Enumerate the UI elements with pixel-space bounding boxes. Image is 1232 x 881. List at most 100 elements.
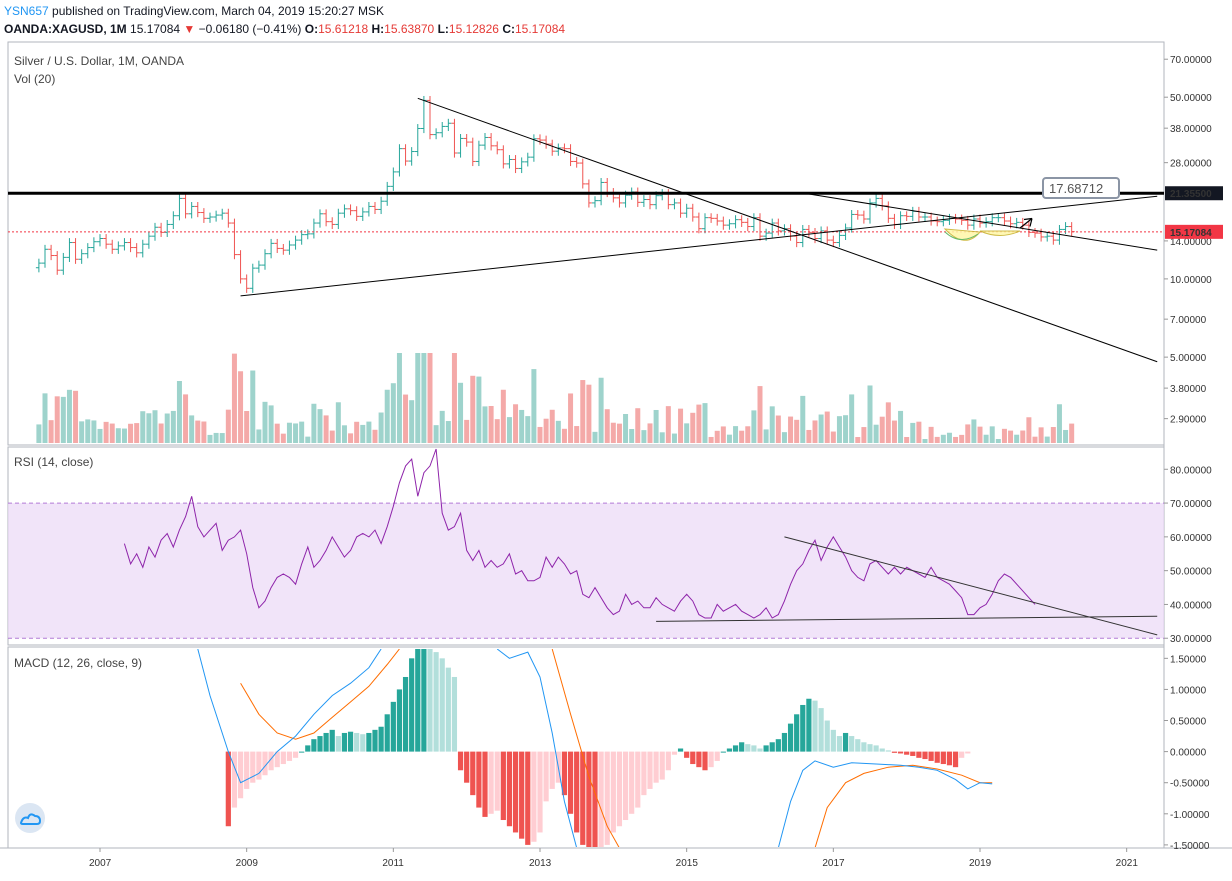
volume-bar bbox=[971, 419, 977, 443]
price-tick-label: 28.00000 bbox=[1170, 159, 1212, 170]
volume-bar bbox=[898, 410, 904, 443]
volume-bar bbox=[176, 381, 182, 443]
price-pane-title: Silver / U.S. Dollar, 1M, OANDA bbox=[14, 54, 184, 68]
volume-bar bbox=[513, 404, 519, 443]
macd-histogram-bar bbox=[763, 745, 769, 752]
ohlc-bar bbox=[164, 220, 171, 237]
volume-bar bbox=[940, 434, 946, 443]
volume-bar bbox=[849, 394, 855, 443]
volume-bar bbox=[769, 406, 775, 443]
macd-histogram-bar bbox=[873, 745, 879, 752]
volume-bar bbox=[671, 433, 677, 443]
volume-bar bbox=[794, 419, 800, 443]
tradingview-logo-icon bbox=[15, 803, 45, 833]
volume-bar bbox=[274, 423, 280, 443]
ohlc-bar bbox=[592, 196, 598, 208]
ohlc-bar bbox=[280, 243, 287, 255]
ohlc-bar bbox=[1032, 227, 1038, 238]
ohlc-bar bbox=[262, 249, 268, 270]
volume-bar bbox=[806, 429, 812, 443]
macd-histogram-bar bbox=[292, 751, 299, 758]
macd-histogram-bar bbox=[842, 732, 849, 752]
ohlc-bar bbox=[909, 206, 916, 221]
volume-bar bbox=[170, 410, 176, 443]
ohlc-bar bbox=[970, 214, 977, 230]
volume-bar bbox=[97, 428, 103, 443]
volume-bar bbox=[934, 436, 940, 443]
volume-bar bbox=[79, 421, 85, 443]
volume-bar bbox=[1069, 423, 1075, 443]
volume-bar bbox=[378, 412, 384, 443]
ohlc-bar bbox=[494, 141, 501, 155]
macd-histogram-bar bbox=[433, 652, 439, 752]
ohlc-bar bbox=[445, 118, 452, 132]
ohlc-bar bbox=[518, 157, 525, 174]
time-axis[interactable]: 2007 2009 2011 2013 2015 2017 2019 2021 bbox=[15, 803, 1138, 869]
price-tick-label: 3.80000 bbox=[1170, 384, 1207, 395]
ohlc-bar bbox=[139, 239, 146, 258]
ohlc-bar bbox=[897, 211, 904, 230]
macd-histogram-bar bbox=[366, 732, 372, 752]
macd-histogram-bar bbox=[861, 742, 867, 752]
volume-bar bbox=[726, 434, 732, 443]
ohlc-bar bbox=[237, 250, 244, 284]
macd-histogram-bar bbox=[341, 732, 348, 752]
volume-bar bbox=[1020, 430, 1026, 443]
ohlc-bar bbox=[335, 208, 342, 230]
author-link[interactable]: YSN657 bbox=[4, 4, 49, 18]
volume-bar bbox=[458, 382, 464, 443]
ohlc-bar bbox=[219, 208, 226, 220]
volume-bar bbox=[690, 412, 696, 443]
volume-bar bbox=[867, 385, 873, 443]
ohlc-bar bbox=[744, 217, 751, 232]
price-trendline bbox=[802, 192, 1158, 251]
ohlc-bar bbox=[145, 231, 152, 249]
ohlc-bar bbox=[408, 147, 415, 166]
ohlc-bar bbox=[750, 213, 757, 232]
volume-bar bbox=[36, 424, 42, 443]
volume-bar bbox=[561, 428, 567, 443]
ohlc-bar bbox=[60, 252, 67, 275]
ohlc-bar bbox=[396, 144, 403, 177]
volume-bar bbox=[396, 353, 402, 443]
rsi-tick-label: 50.00000 bbox=[1170, 567, 1212, 578]
ohlc-bar bbox=[805, 224, 812, 237]
macd-histogram-bar bbox=[574, 751, 580, 833]
macd-histogram-bar bbox=[671, 751, 678, 755]
macd-histogram-bar bbox=[586, 751, 592, 847]
macd-pane[interactable]: MACD (12, 26, close, 9) 1.50000 1.00000 0.… bbox=[14, 640, 1210, 858]
macd-histogram-bar bbox=[250, 751, 256, 783]
ohlc-bar bbox=[317, 209, 323, 228]
volume-bar bbox=[684, 423, 690, 443]
ohlc-bar bbox=[488, 133, 495, 151]
level-price-box bbox=[1165, 186, 1223, 201]
ohlc-bar bbox=[463, 134, 470, 147]
rsi-pane[interactable]: RSI (14, close) 80.00000 70.00000 60.00000… bbox=[8, 448, 1212, 645]
volume-bar bbox=[519, 409, 525, 443]
high-label: H: bbox=[371, 22, 385, 36]
volume-bar bbox=[311, 403, 317, 443]
ohlc-bar bbox=[537, 134, 543, 145]
volume-bar bbox=[439, 410, 445, 443]
ohlc-bar bbox=[995, 213, 1002, 223]
rsi-trendline bbox=[784, 536, 1158, 636]
volume-bar bbox=[482, 406, 488, 443]
macd-histogram-bar bbox=[488, 751, 494, 814]
volume-bar bbox=[616, 423, 622, 443]
volume-bar bbox=[788, 416, 794, 443]
ohlc-bar bbox=[457, 134, 464, 158]
macd-histogram-bar bbox=[506, 751, 513, 827]
price-tick-label: 5.00000 bbox=[1170, 353, 1207, 364]
price-pane[interactable]: Silver / U.S. Dollar, 1M, OANDA Vol (20)… bbox=[8, 54, 1223, 443]
volume-bar bbox=[506, 417, 512, 443]
ohlc-bar bbox=[757, 213, 763, 241]
macd-histogram-bar bbox=[305, 745, 311, 752]
macd-histogram-bar bbox=[885, 750, 891, 752]
macd-histogram-bar bbox=[934, 751, 940, 763]
volume-bar bbox=[800, 395, 806, 443]
volume-bar bbox=[140, 411, 146, 443]
ohlc-bar bbox=[402, 144, 409, 166]
ohlc-bar bbox=[885, 201, 892, 223]
macd-histogram-bar bbox=[897, 751, 904, 754]
